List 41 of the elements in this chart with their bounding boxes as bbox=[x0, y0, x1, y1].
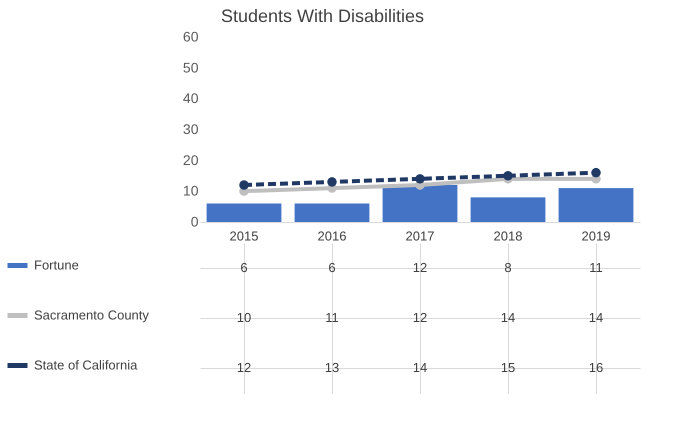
x-tick-label: 2015 bbox=[230, 228, 258, 244]
y-tick-label: 20 bbox=[182, 152, 199, 168]
point bbox=[503, 171, 513, 180]
legend-label: Sacramento County bbox=[34, 308, 150, 322]
point bbox=[591, 168, 601, 178]
y-tick-label: 0 bbox=[190, 214, 199, 230]
chart-title: Students With Disabilities bbox=[220, 6, 424, 26]
y-tick-label: 30 bbox=[182, 121, 199, 137]
y-tick-label: 10 bbox=[182, 182, 199, 199]
x-tick-label: 2019 bbox=[582, 228, 610, 244]
data-label: 14 bbox=[500, 310, 516, 325]
x-tick-label: 2018 bbox=[494, 228, 522, 244]
data-label: 13 bbox=[324, 360, 340, 375]
data-label: 12 bbox=[412, 310, 428, 325]
bar bbox=[558, 188, 634, 222]
data-label: 11 bbox=[589, 260, 603, 275]
y-tick-label: 50 bbox=[182, 59, 199, 76]
data-label: 16 bbox=[588, 360, 604, 375]
point bbox=[415, 174, 425, 184]
data-label: 15 bbox=[500, 360, 516, 375]
legend-label: State of California bbox=[34, 358, 138, 372]
bar bbox=[470, 197, 546, 222]
x-tick-label: 2017 bbox=[406, 228, 434, 244]
y-tick-label: 40 bbox=[182, 90, 199, 106]
point bbox=[327, 177, 337, 187]
point bbox=[239, 180, 249, 190]
data-label: 11 bbox=[325, 310, 339, 325]
data-label: 12 bbox=[412, 260, 428, 275]
y-tick-label: 60 bbox=[182, 28, 199, 44]
legend-label: Fortune bbox=[34, 258, 79, 272]
data-label: 12 bbox=[236, 360, 252, 375]
x-tick-label: 2016 bbox=[318, 228, 346, 244]
data-label: 8 bbox=[504, 260, 512, 275]
bar bbox=[206, 204, 282, 222]
bar bbox=[294, 204, 370, 222]
data-label: 6 bbox=[240, 260, 248, 275]
data-label: 10 bbox=[236, 310, 252, 325]
data-label: 14 bbox=[588, 310, 604, 325]
bar bbox=[382, 185, 458, 222]
data-label: 14 bbox=[412, 360, 428, 375]
data-label: 6 bbox=[328, 260, 336, 275]
